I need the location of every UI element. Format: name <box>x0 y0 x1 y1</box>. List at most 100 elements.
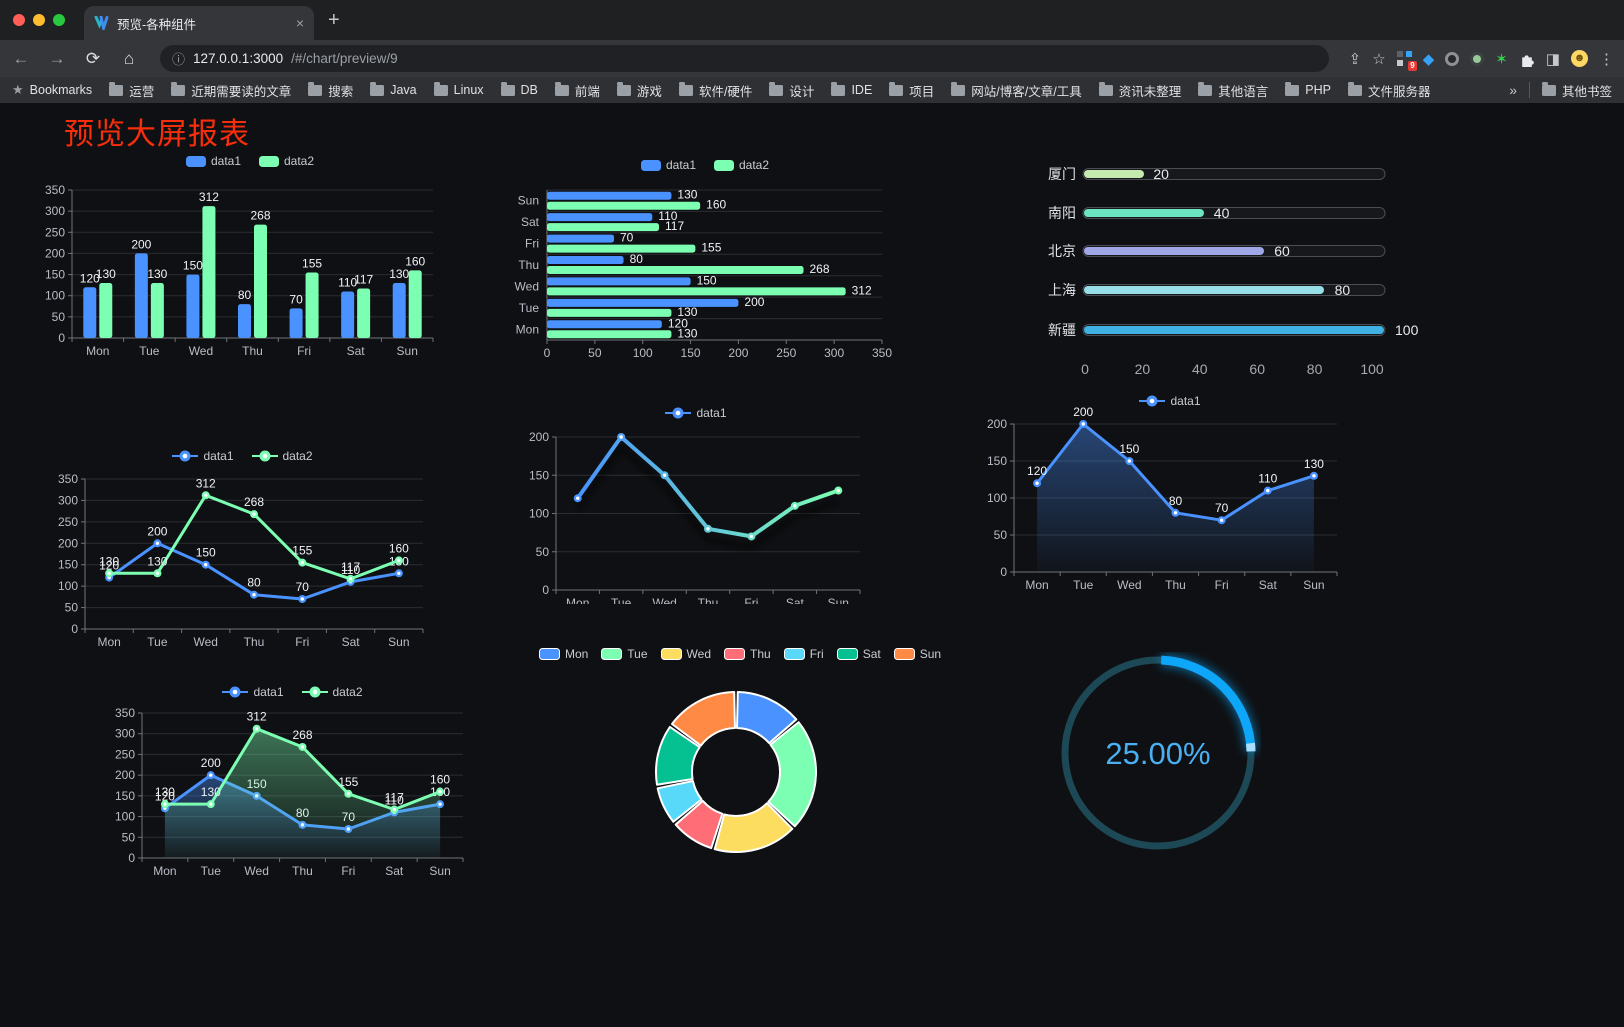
donut-svg <box>655 691 817 853</box>
extension-circle-dark-icon[interactable] <box>1445 51 1460 66</box>
extensions-puzzle-icon[interactable] <box>1519 51 1535 67</box>
svg-text:100: 100 <box>115 810 135 824</box>
bookmark-folder-item[interactable]: 前端 <box>554 81 600 100</box>
legend-item-data1[interactable]: data1 <box>185 154 241 168</box>
tab-close-icon[interactable]: × <box>295 15 304 31</box>
svg-text:Tue: Tue <box>139 344 160 358</box>
svg-text:Sat: Sat <box>342 635 361 648</box>
bookmark-folder-item[interactable]: 设计 <box>769 81 814 100</box>
bookmark-folder-label: IDE <box>851 83 873 97</box>
svg-text:350: 350 <box>115 706 135 720</box>
bookmark-folder-item[interactable]: 资讯未整理 <box>1098 81 1181 100</box>
legend-label: data1 <box>696 406 727 420</box>
bookmark-folder-item[interactable]: 软件/硬件 <box>678 81 752 100</box>
series-data1 <box>573 433 843 551</box>
legend-item-data1[interactable]: data1 <box>665 406 727 420</box>
tab-strip: 预览-各种组件 × + <box>0 0 1624 40</box>
legend-label: data2 <box>282 449 313 463</box>
svg-text:120: 120 <box>1027 464 1047 478</box>
svg-text:130: 130 <box>155 785 175 799</box>
legend-item-Tue[interactable]: Tue <box>601 647 648 661</box>
share-icon[interactable]: ⇪ <box>1348 50 1362 68</box>
bookmarks-list: ★ Bookmarks 运营 近期需要读的文章 搜索 Java Linux DB 前端 游戏 软… <box>12 81 1509 100</box>
other-bookmarks[interactable]: 其他书签 <box>1541 81 1612 100</box>
svg-text:Sat: Sat <box>385 864 404 878</box>
extension-pixel-icon[interactable]: 9 <box>1396 51 1417 71</box>
bookmark-folder-item[interactable]: 近期需要读的文章 <box>171 81 291 100</box>
window-minimize-button[interactable] <box>33 14 45 26</box>
home-icon[interactable]: ⌂ <box>123 48 135 68</box>
folder-icon <box>889 82 904 96</box>
legend-item-data1[interactable]: data1 <box>172 449 234 463</box>
bookmark-folder-item[interactable]: Java <box>370 82 417 97</box>
legend-swatch-icon <box>301 686 328 698</box>
chart-legend: data1 data2 <box>105 685 480 699</box>
legend-item-Thu[interactable]: Thu <box>724 647 771 661</box>
menu-dots-icon[interactable]: ⋮ <box>1599 50 1614 68</box>
legend-item-data1[interactable]: data1 <box>222 685 284 699</box>
extension-diamond-icon[interactable]: ◆ <box>1422 50 1435 68</box>
svg-text:120: 120 <box>668 316 688 330</box>
bookmark-folder-item[interactable]: IDE <box>831 82 873 97</box>
legend-item-Sun[interactable]: Sun <box>893 647 941 661</box>
new-tab-button[interactable]: + <box>328 9 340 31</box>
legend-item-Fri[interactable]: Fri <box>783 647 824 661</box>
window-close-button[interactable] <box>13 14 25 26</box>
svg-text:110: 110 <box>338 275 357 289</box>
extension-circle-green-icon[interactable] <box>1470 51 1485 66</box>
bookmarks-label: Bookmarks <box>29 83 93 97</box>
bookmark-folder-item[interactable]: 搜索 <box>308 81 353 100</box>
legend-swatch-icon <box>172 450 199 462</box>
svg-text:Fri: Fri <box>744 596 758 604</box>
svg-text:70: 70 <box>1215 501 1229 515</box>
svg-text:Fri: Fri <box>297 344 311 358</box>
forward-icon[interactable]: → <box>48 48 66 68</box>
legend-swatch-icon <box>836 648 858 660</box>
window-maximize-button[interactable] <box>53 14 65 26</box>
browser-tab[interactable]: 预览-各种组件 × <box>84 6 314 40</box>
svg-text:Mon: Mon <box>97 635 120 648</box>
bookmark-folder-item[interactable]: 运营 <box>109 81 154 100</box>
bookmarks-overflow-chevron[interactable]: » <box>1509 82 1517 98</box>
legend-item-data1[interactable]: data1 <box>640 158 696 172</box>
legend-item-data2[interactable]: data2 <box>259 154 314 168</box>
bookmark-folder-item[interactable]: PHP <box>1285 82 1331 97</box>
extension-star-green-icon[interactable]: ✶ <box>1495 50 1508 68</box>
legend-item-data1[interactable]: data1 <box>1139 394 1201 408</box>
profile-avatar[interactable]: ☻ <box>1571 50 1588 67</box>
svg-text:南阳: 南阳 <box>1048 205 1076 221</box>
site-info-icon[interactable]: ⓘ <box>172 52 186 67</box>
back-icon[interactable]: ← <box>12 48 30 68</box>
folder-icon <box>1285 82 1300 96</box>
folder-icon <box>616 82 631 96</box>
legend-item-data2[interactable]: data2 <box>714 158 769 172</box>
legend-item-data2[interactable]: data2 <box>301 685 363 699</box>
bookmarks-root[interactable]: ★ Bookmarks <box>12 82 92 98</box>
bookmark-folder-item[interactable]: 网站/博客/文章/工具 <box>951 81 1082 100</box>
bookmark-folder-item[interactable]: 其他语言 <box>1198 81 1268 100</box>
legend-item-Wed[interactable]: Wed <box>660 647 711 661</box>
svg-text:60: 60 <box>1274 243 1290 259</box>
svg-text:117: 117 <box>341 560 360 574</box>
reload-icon[interactable]: ⟳ <box>85 48 101 68</box>
legend-item-Mon[interactable]: Mon <box>538 647 588 661</box>
svg-text:80: 80 <box>238 288 252 302</box>
svg-text:268: 268 <box>292 728 312 742</box>
legend-item-Sat[interactable]: Sat <box>836 647 881 661</box>
svg-text:Thu: Thu <box>242 344 263 358</box>
bookmark-folder-item[interactable]: Linux <box>433 82 484 97</box>
svg-text:160: 160 <box>389 541 409 555</box>
svg-text:100: 100 <box>58 579 78 593</box>
bookmark-folder-item[interactable]: 游戏 <box>616 81 662 100</box>
bookmark-folder-item[interactable]: 项目 <box>889 81 934 100</box>
svg-text:150: 150 <box>183 259 203 273</box>
split-view-icon[interactable]: ◨ <box>1545 50 1560 68</box>
bookmark-star-icon[interactable]: ☆ <box>1372 50 1386 68</box>
legend-item-data2[interactable]: data2 <box>251 449 313 463</box>
bookmark-folder-item[interactable]: 文件服务器 <box>1347 81 1430 100</box>
svg-text:70: 70 <box>620 231 634 245</box>
svg-text:50: 50 <box>536 545 550 559</box>
svg-text:200: 200 <box>987 417 1007 431</box>
bookmark-folder-item[interactable]: DB <box>500 82 538 97</box>
address-bar[interactable]: ⓘ 127.0.0.1:3000 /#/chart/preview/9 <box>160 45 1329 72</box>
